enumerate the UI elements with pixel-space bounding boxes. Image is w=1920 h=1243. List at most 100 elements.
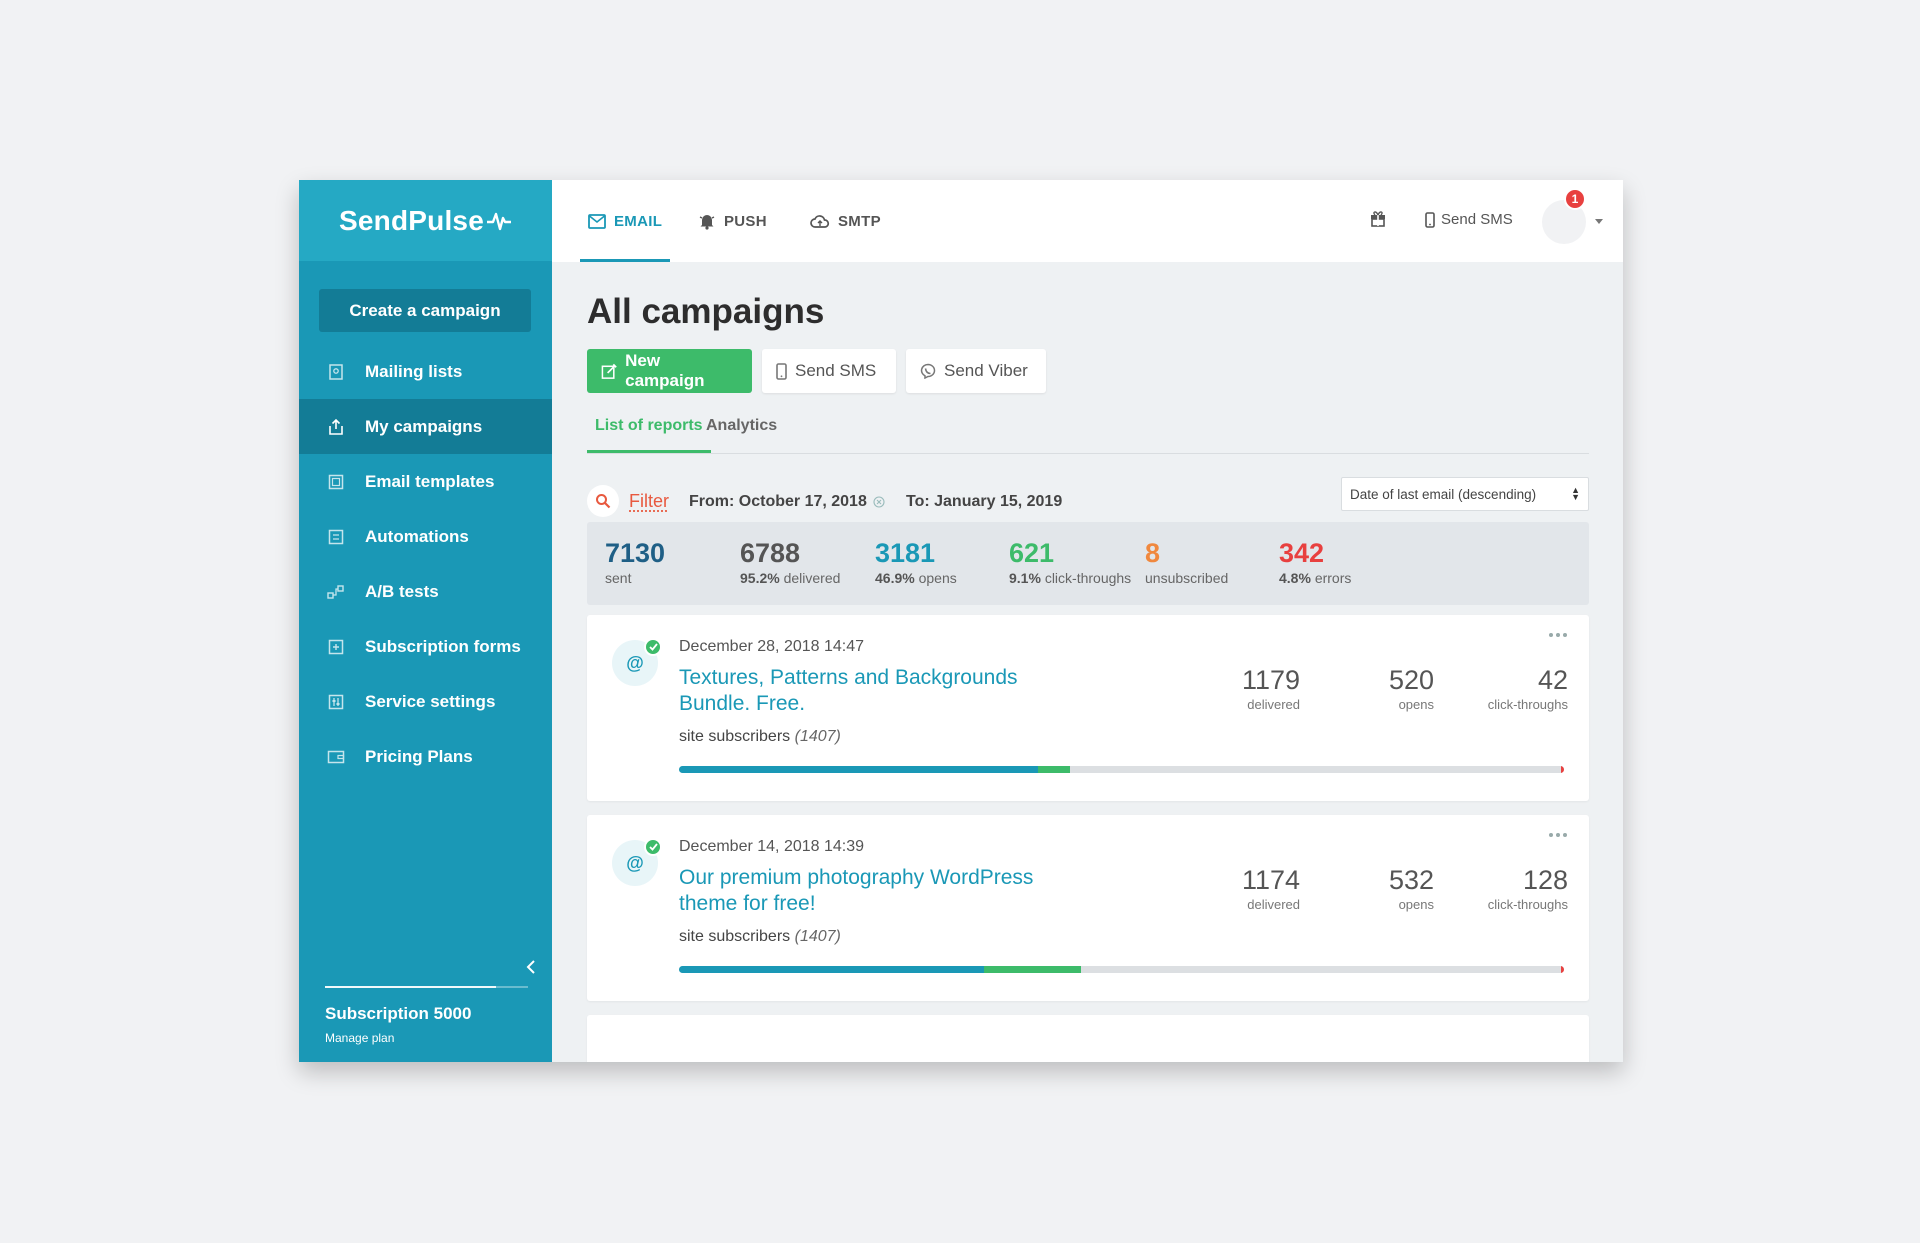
metric-opens: 532 opens	[1389, 865, 1434, 912]
stat-pct: 9.1%	[1009, 570, 1041, 586]
collapse-sidebar-icon[interactable]	[524, 959, 540, 975]
sidebar-item-label: Service settings	[365, 691, 496, 711]
notification-badge[interactable]: 1	[1564, 188, 1586, 210]
errors-segment	[1561, 766, 1564, 773]
stat-pct: 95.2%	[740, 570, 780, 586]
form-icon	[326, 637, 346, 657]
template-icon	[326, 472, 346, 492]
stat-label: unsubscribed	[1145, 570, 1229, 586]
filter-link[interactable]: Filter	[629, 491, 669, 511]
sidebar-item-service-settings[interactable]: Service settings	[299, 674, 552, 729]
errors-segment	[1561, 966, 1564, 973]
chevron-down-icon[interactable]	[1595, 219, 1603, 224]
sort-select-value: Date of last email (descending)	[1350, 486, 1537, 502]
send-sms-button[interactable]: Send SMS	[762, 349, 896, 393]
metric-value: 520	[1388, 665, 1434, 695]
pulse-icon	[486, 212, 511, 230]
clicks-segment	[984, 966, 1081, 973]
metric-value: 1179	[1241, 665, 1300, 695]
campaign-title-link[interactable]: Our premium photography WordPress theme …	[679, 866, 1034, 915]
sidebar-item-subscription-forms[interactable]: Subscription forms	[299, 619, 552, 674]
sort-select[interactable]: Date of last email (descending) ▲ ▼	[1341, 477, 1589, 511]
search-icon[interactable]	[587, 485, 619, 517]
tab-label: EMAIL	[614, 212, 663, 230]
gift-icon[interactable]	[1369, 209, 1387, 227]
stat-sent: 7130 sent	[605, 538, 665, 586]
automation-icon	[326, 527, 346, 547]
campaign-card: @ December 28, 2018 14:47 Textures, Patt…	[587, 615, 1589, 801]
button-label: Send SMS	[795, 361, 877, 380]
metric-label: opens	[1398, 697, 1434, 712]
settings-icon	[326, 692, 346, 712]
metric-label: click-throughs	[1487, 697, 1568, 712]
sidebar-item-label: Subscription forms	[365, 636, 521, 656]
stat-clicks: 621 9.1% click-throughs	[1009, 538, 1131, 586]
tab-smtp[interactable]: SMTP	[810, 180, 881, 262]
sidebar-item-label: Email templates	[365, 471, 495, 491]
send-sms-link[interactable]: Send SMS	[1425, 211, 1513, 228]
metric-label: delivered	[1247, 897, 1300, 912]
button-label: New campaign	[625, 351, 705, 390]
stat-label: sent	[605, 570, 632, 586]
list-count: (1407)	[794, 928, 841, 945]
tab-push[interactable]: PUSH	[698, 180, 767, 262]
list-count: (1407)	[794, 728, 841, 745]
list-name: site subscribers	[679, 928, 791, 945]
tab-label: PUSH	[724, 212, 767, 230]
metric-value: 42	[1537, 665, 1568, 695]
button-label: Send Viber	[944, 361, 1028, 380]
sidebar-nav: Mailing lists My campaigns Email templat…	[299, 344, 552, 784]
clear-icon[interactable]	[873, 496, 885, 508]
stat-value: 8	[1145, 538, 1161, 568]
stat-value: 342	[1279, 538, 1325, 568]
main-content: All campaigns New campaign Send SMS Send…	[552, 262, 1623, 1062]
stat-label-text: opens	[918, 570, 957, 586]
app-window: SendPulse Create a campaign Mailing list…	[299, 180, 1623, 1062]
tab-email[interactable]: EMAIL	[579, 180, 671, 262]
sidebar: SendPulse Create a campaign Mailing list…	[299, 180, 552, 1062]
stat-label-text: delivered	[783, 570, 841, 586]
sidebar-item-pricing-plans[interactable]: Pricing Plans	[299, 729, 552, 784]
metric-clicks: 128 click-throughs	[1488, 865, 1568, 912]
metric-value: 128	[1522, 865, 1568, 895]
manage-plan-link[interactable]: Manage plan	[325, 1031, 395, 1045]
sidebar-item-automations[interactable]: Automations	[299, 509, 552, 564]
phone-icon	[1425, 211, 1435, 228]
stat-unsubscribed: 8 unsubscribed	[1145, 538, 1228, 586]
campaign-date: December 28, 2018 14:47	[679, 638, 865, 655]
campaigns-icon	[326, 417, 346, 437]
stat-errors: 342 4.8% errors	[1279, 538, 1351, 586]
plan-usage-fill	[325, 986, 496, 988]
sidebar-item-email-templates[interactable]: Email templates	[299, 454, 552, 509]
more-options-icon[interactable]	[1549, 629, 1571, 641]
tab-list-of-reports[interactable]: List of reports	[587, 417, 711, 453]
metric-clicks: 42 click-throughs	[1488, 665, 1568, 712]
campaign-title-link[interactable]: Textures, Patterns and Backgrounds Bundl…	[679, 666, 1018, 715]
top-bar: EMAIL PUSH SMTP Send SMS 1	[552, 180, 1623, 262]
stat-label: 4.8% errors	[1279, 570, 1351, 586]
edit-icon	[601, 363, 617, 379]
campaign-progress-bar	[679, 766, 1564, 773]
stat-value: 6788	[740, 538, 801, 568]
stat-pct: 4.8%	[1279, 570, 1311, 586]
metric-opens: 520 opens	[1389, 665, 1434, 712]
sidebar-item-label: A/B tests	[365, 581, 439, 601]
stat-value: 621	[1009, 538, 1055, 568]
sidebar-item-ab-tests[interactable]: A/B tests	[299, 564, 552, 619]
more-options-icon[interactable]	[1549, 829, 1571, 841]
check-icon	[644, 838, 662, 856]
new-campaign-button[interactable]: New campaign	[587, 349, 752, 393]
campaign-progress-bar	[679, 966, 1564, 973]
campaign-card	[587, 1015, 1589, 1062]
tab-analytics[interactable]: Analytics	[706, 417, 778, 434]
metric-value: 532	[1388, 865, 1434, 895]
sidebar-item-my-campaigns[interactable]: My campaigns	[299, 399, 552, 454]
create-campaign-button[interactable]: Create a campaign	[319, 289, 531, 332]
stat-label-text: errors	[1314, 570, 1352, 586]
logo[interactable]: SendPulse	[299, 180, 552, 261]
send-viber-button[interactable]: Send Viber	[906, 349, 1046, 393]
campaign-list: site subscribers (1407)	[679, 928, 841, 946]
sidebar-item-mailing-lists[interactable]: Mailing lists	[299, 344, 552, 399]
metric-value: 1174	[1241, 865, 1300, 895]
stat-label: 9.1% click-throughs	[1009, 570, 1131, 586]
